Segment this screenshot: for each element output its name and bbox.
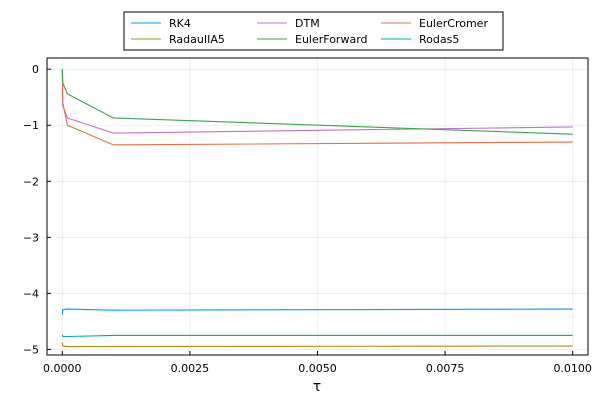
y-tick-label: 0 [32,63,39,76]
y-tick-label: −5 [23,343,39,356]
series-line-rk4 [61,308,573,315]
x-axis-label: τ [313,379,321,395]
y-tick-label: −4 [23,287,39,300]
legend-label-rodas5: Rodas5 [419,33,459,46]
legend-label-eulercromer: EulerCromer [419,17,488,30]
x-tick-label: 0.0100 [553,362,592,375]
y-axis-ticks: 0 −1 −2 −3 −4 −5 [23,63,51,356]
y-tick-label: −1 [23,119,39,132]
series-line-rodas5 [61,334,573,338]
x-tick-label: 0.0025 [171,362,210,375]
y-tick-label: −2 [23,175,39,188]
series-line-eulerforward [61,69,573,135]
legend-label-rk4: RK4 [169,17,191,30]
x-tick-label: 0.0050 [298,362,337,375]
series-line-radauiia5 [61,342,573,348]
legend-label-dtm: DTM [295,17,320,30]
series-line-eulercromer [61,69,573,146]
legend-label-eulerforward: EulerForward [295,33,368,46]
grid [47,58,588,355]
legend: RK4 DTM EulerCromer RadauIIA5 EulerForward Ro… [123,11,504,51]
x-tick-label: 0.0000 [43,362,82,375]
x-tick-label: 0.0075 [426,362,465,375]
x-axis-ticks: 0.0000 0.0025 0.0050 0.0075 0.0100 [43,351,592,375]
legend-label-radauiia5: RadauIIA5 [169,33,225,46]
legend-box [123,11,504,51]
y-tick-label: −3 [23,231,39,244]
series-layer [61,69,573,348]
